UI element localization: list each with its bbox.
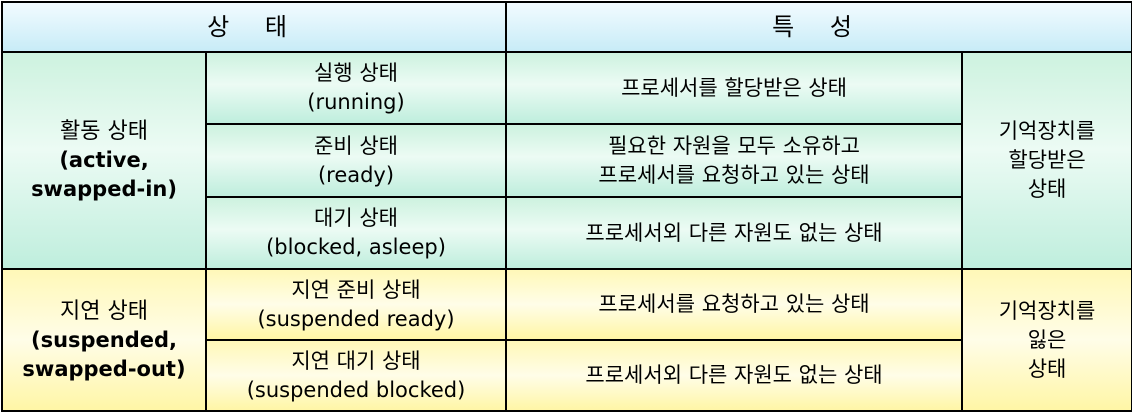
active-memory-line3: 상태 (1027, 177, 1067, 201)
active-memory-line1: 기억장치를 (998, 119, 1096, 143)
suspended-group-cell: 지연 상태 (suspended, swapped-out) (1, 268, 207, 412)
table-row: 지연 상태 (suspended, swapped-out) 지연 준비 상태 … (1, 268, 1132, 412)
ready-desc-cell: 필요한 자원을 모두 소유하고 프로세서를 요청하고 있는 상태 (505, 123, 964, 198)
blocked-desc-cell: 프로세서외 다른 자원도 없는 상태 (505, 196, 964, 270)
blocked-state-en: (blocked, asleep) (266, 235, 446, 259)
ready-state-cell: 준비 상태 (ready) (204, 123, 508, 198)
active-group-en: (active, (59, 148, 149, 172)
suspended-blocked-desc-cell: 프로세서외 다른 자원도 없는 상태 (505, 339, 964, 412)
header-row: 상 태 특 성 (0, 1, 1132, 53)
ready-state-ko: 준비 상태 (314, 133, 398, 158)
suspended-memory-line3: 상태 (1027, 356, 1067, 381)
running-desc: 프로세서를 할당받은 상태 (621, 75, 847, 100)
active-group-en2: swapped-in) (31, 177, 177, 201)
suspended-group-en2: swapped-out) (22, 356, 186, 381)
suspended-blocked-state-en: (suspended blocked) (246, 377, 466, 402)
active-group-ko: 활동 상태 (60, 119, 148, 144)
active-memory-line2: 할당받은 (1008, 148, 1086, 172)
table-row: 준비 상태 (ready) 필요한 자원을 모두 소유하고 프로세서를 요청하고… (2, 123, 1132, 198)
header-characteristic: 특 성 (505, 1, 1132, 53)
suspended-ready-desc-cell: 프로세서를 요청하고 있는 상태 (505, 268, 964, 341)
blocked-desc: 프로세서외 다른 자원도 없는 상태 (585, 220, 883, 245)
blocked-state-ko: 대기 상태 (314, 206, 398, 230)
suspended-group-en: (suspended, (30, 327, 178, 352)
suspended-memory-line1: 기억장치를 (998, 298, 1096, 323)
suspended-blocked-state-ko: 지연 대기 상태 (291, 348, 421, 373)
running-desc-cell: 프로세서를 할당받은 상태 (505, 51, 964, 125)
header-state: 상 태 (0, 1, 508, 53)
suspended-blocked-state-cell: 지연 대기 상태 (suspended blocked) (204, 339, 508, 412)
ready-desc-line1: 필요한 자원을 모두 소유하고 (608, 133, 860, 158)
active-memory-cell: 기억장치를 할당받은 상태 (961, 51, 1132, 270)
suspended-memory-cell: 기억장치를 잃은 상태 (961, 268, 1132, 412)
running-state-en: (running) (307, 90, 405, 114)
active-group-cell: 활동 상태 (active, swapped-in) (1, 51, 207, 270)
suspended-ready-state-en: (suspended ready) (257, 306, 455, 331)
suspended-ready-state-ko: 지연 준비 상태 (291, 277, 421, 302)
running-state-cell: 실행 상태 (running) (204, 51, 508, 125)
ready-desc-line2: 프로세서를 요청하고 있는 상태 (598, 162, 870, 187)
blocked-state-cell: 대기 상태 (blocked, asleep) (204, 196, 508, 270)
suspended-ready-state-cell: 지연 준비 상태 (suspended ready) (204, 268, 508, 341)
suspended-memory-line2: 잃은 (1027, 327, 1067, 352)
suspended-blocked-desc: 프로세서외 다른 자원도 없는 상태 (585, 363, 883, 387)
ready-state-en: (ready) (317, 162, 395, 187)
suspended-group-ko: 지연 상태 (60, 298, 148, 324)
running-state-ko: 실행 상태 (314, 61, 398, 85)
table-row: 활동 상태 (active, swapped-in) 실행 상태 (runnin… (1, 51, 1132, 270)
suspended-ready-desc: 프로세서를 요청하고 있는 상태 (598, 292, 870, 316)
